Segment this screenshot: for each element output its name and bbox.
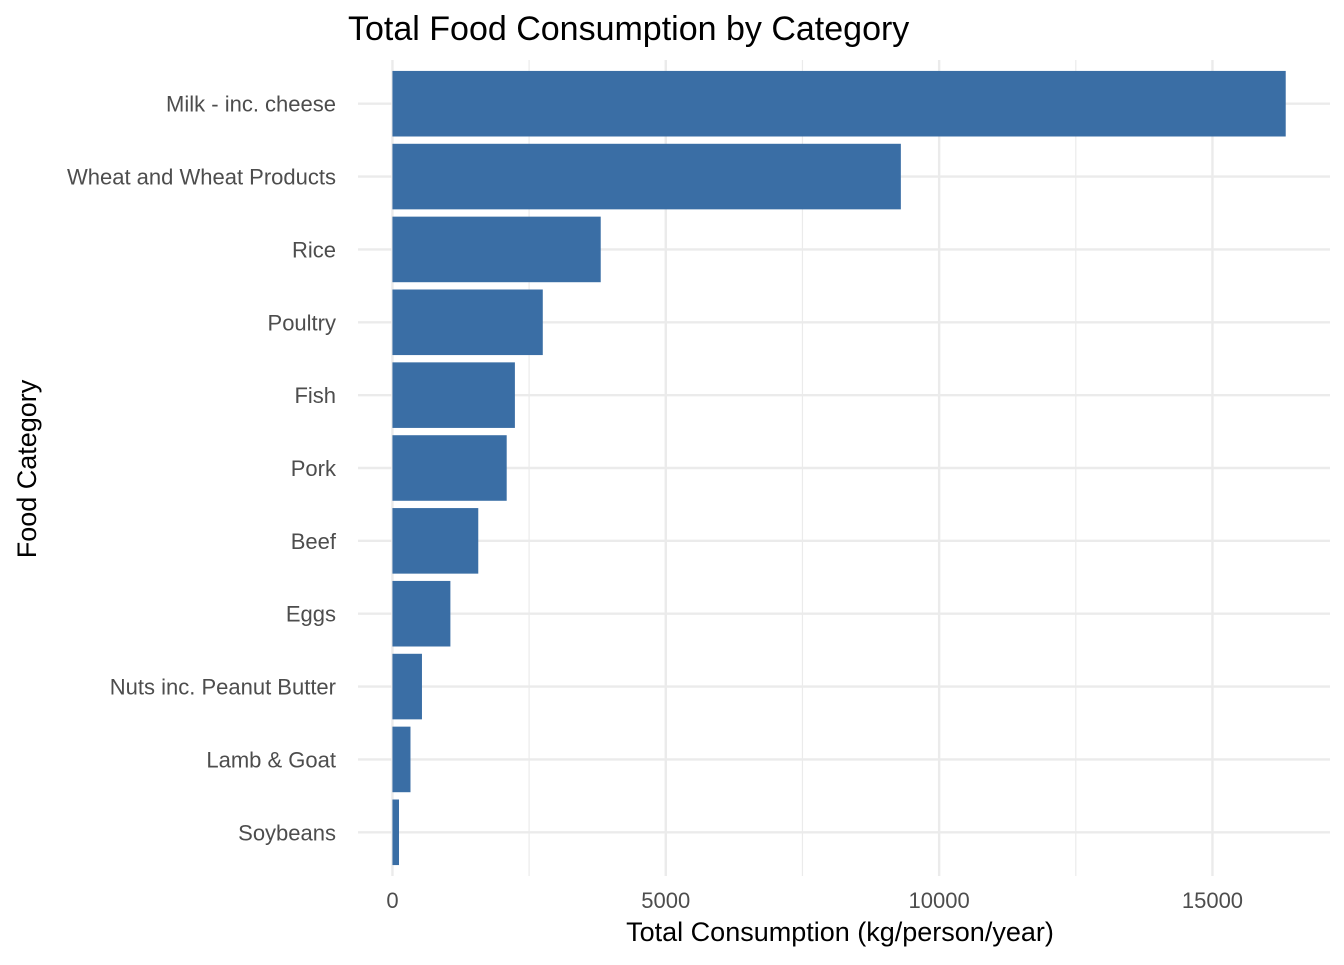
y-tick-label: Nuts inc. Peanut Butter [110,675,336,700]
x-tick-label: 5000 [641,888,690,913]
x-axis-title: Total Consumption (kg/person/year) [626,917,1054,947]
y-axis-title: Food Category [12,379,42,558]
y-tick-label: Wheat and Wheat Products [67,165,336,190]
bar [392,362,515,428]
bar [392,653,422,720]
bar [392,216,601,283]
y-tick-label: Rice [292,237,336,262]
y-tick-label: Poultry [268,310,336,335]
bar [392,143,901,210]
chart-title: Total Food Consumption by Category [348,10,909,48]
y-tick-label: Eggs [286,602,336,627]
label-layer: Milk - inc. cheese Wheat and Wheat Produc… [67,92,1243,913]
bar [392,289,543,356]
y-tick-label: Beef [291,529,337,554]
bar [392,799,400,866]
bar [392,508,479,574]
y-tick-label: Fish [294,383,336,408]
bar [392,435,507,501]
bar-layer [392,70,1286,866]
x-tick-label: 0 [386,888,398,913]
y-tick-label: Soybeans [238,820,336,845]
x-tick-label: 10000 [909,888,970,913]
bar [392,580,451,647]
bar [392,726,411,793]
y-tick-label: Milk - inc. cheese [166,92,336,117]
bar [392,70,1286,137]
x-tick-label: 15000 [1182,888,1243,913]
y-tick-label: Pork [291,456,337,481]
y-tick-label: Lamb & Goat [206,747,336,772]
